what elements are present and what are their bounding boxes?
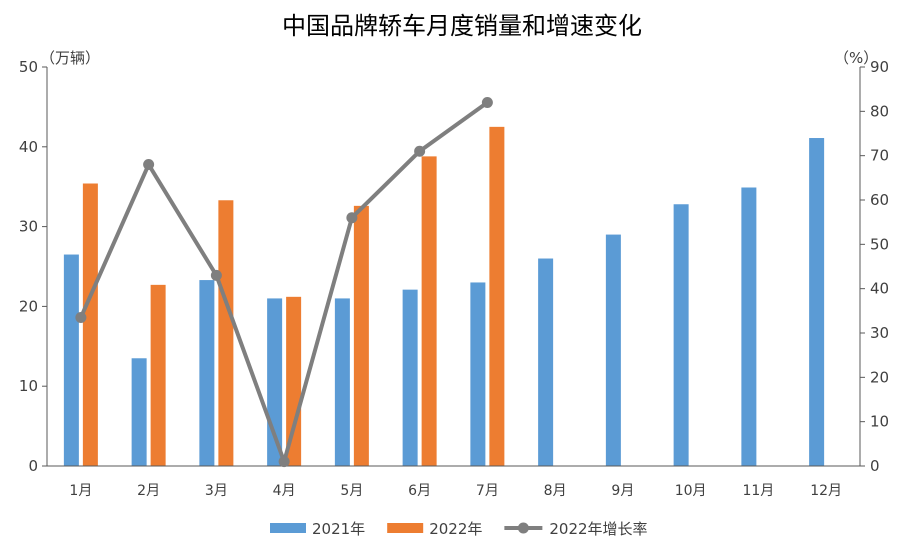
bar-2022年-3月 (218, 200, 234, 467)
bar-2021年-7月 (470, 282, 486, 466)
bar-2021年-3月 (199, 280, 215, 466)
growth-rate-point (210, 269, 222, 281)
legend-swatch-2021年 (270, 523, 306, 533)
right-tick-label: 70 (870, 147, 889, 165)
growth-rate-point (481, 96, 493, 108)
bar-2022年-2月 (150, 284, 166, 466)
left-axis-unit-label: （万辆） (40, 49, 100, 67)
x-tick-label: 12月 (810, 483, 842, 499)
left-tick-label: 0 (28, 457, 38, 475)
right-tick-label: 20 (870, 368, 889, 386)
x-tick-label: 3月 (205, 483, 228, 499)
legend-swatch-2022年 (387, 523, 424, 533)
growth-rate-point (278, 456, 290, 468)
left-tick-label: 10 (19, 377, 38, 395)
bar-2021年-5月 (334, 298, 350, 466)
bar-2022年-4月 (286, 296, 302, 466)
growth-rate-point (75, 311, 87, 323)
x-tick-label: 11月 (742, 483, 774, 499)
bar-2022年-5月 (353, 205, 369, 467)
x-tick-label: 8月 (544, 483, 567, 499)
right-tick-label: 40 (870, 280, 889, 298)
legend-label: 2022年 (429, 520, 482, 538)
right-tick-label: 0 (870, 457, 880, 475)
bars-layer (63, 126, 825, 467)
x-tick-label: 2月 (137, 483, 160, 499)
x-tick-label: 4月 (273, 483, 296, 499)
left-tick-label: 20 (19, 297, 38, 315)
x-tick-label: 10月 (675, 483, 707, 499)
bar-2021年-12月 (809, 138, 825, 466)
bar-2022年-6月 (421, 156, 437, 466)
bar-2021年-2月 (131, 358, 147, 466)
legend-label: 2022年增长率 (549, 520, 647, 538)
right-tick-label: 60 (870, 191, 889, 209)
legend-marker (517, 522, 529, 534)
growth-rate-point (414, 145, 426, 157)
bar-2021年-6月 (402, 289, 418, 466)
left-tick-label: 50 (19, 58, 38, 76)
right-tick-label: 10 (870, 413, 889, 431)
growth-line-layer (75, 96, 493, 468)
bar-2021年-10月 (673, 204, 689, 467)
right-tick-label: 90 (870, 58, 889, 76)
growth-rate-point (346, 212, 358, 224)
legend: 2021年 2022年 2022年增长率 (270, 520, 648, 538)
x-tick-label: 1月 (69, 483, 92, 499)
x-tick-label: 6月 (408, 483, 431, 499)
growth-rate-point (143, 159, 155, 171)
axes-layer: 0 10 20 30 40 50 0 10 20 30 40 50 60 70 80 90 1月 2月 3月 4月 5月… (19, 58, 889, 499)
x-tick-label: 7月 (476, 483, 499, 499)
bar-2021年-11月 (741, 187, 757, 467)
bar-2021年-8月 (538, 258, 554, 466)
left-tick-label: 30 (19, 218, 38, 236)
legend-label: 2021年 (312, 520, 365, 538)
x-tick-label: 5月 (340, 483, 363, 499)
bar-2022年-1月 (82, 183, 98, 466)
bar-2022年-7月 (489, 126, 505, 466)
right-tick-label: 80 (870, 102, 889, 120)
x-tick-label: 9月 (611, 483, 634, 499)
right-tick-label: 50 (870, 235, 889, 253)
right-tick-label: 30 (870, 324, 889, 342)
bar-2021年-1月 (63, 254, 79, 466)
chart-title: 中国品牌轿车月度销量和增速变化 (282, 12, 642, 40)
left-tick-label: 40 (19, 138, 38, 156)
bar-2021年-9月 (605, 234, 621, 466)
right-axis-unit-label: （%） (834, 49, 878, 67)
